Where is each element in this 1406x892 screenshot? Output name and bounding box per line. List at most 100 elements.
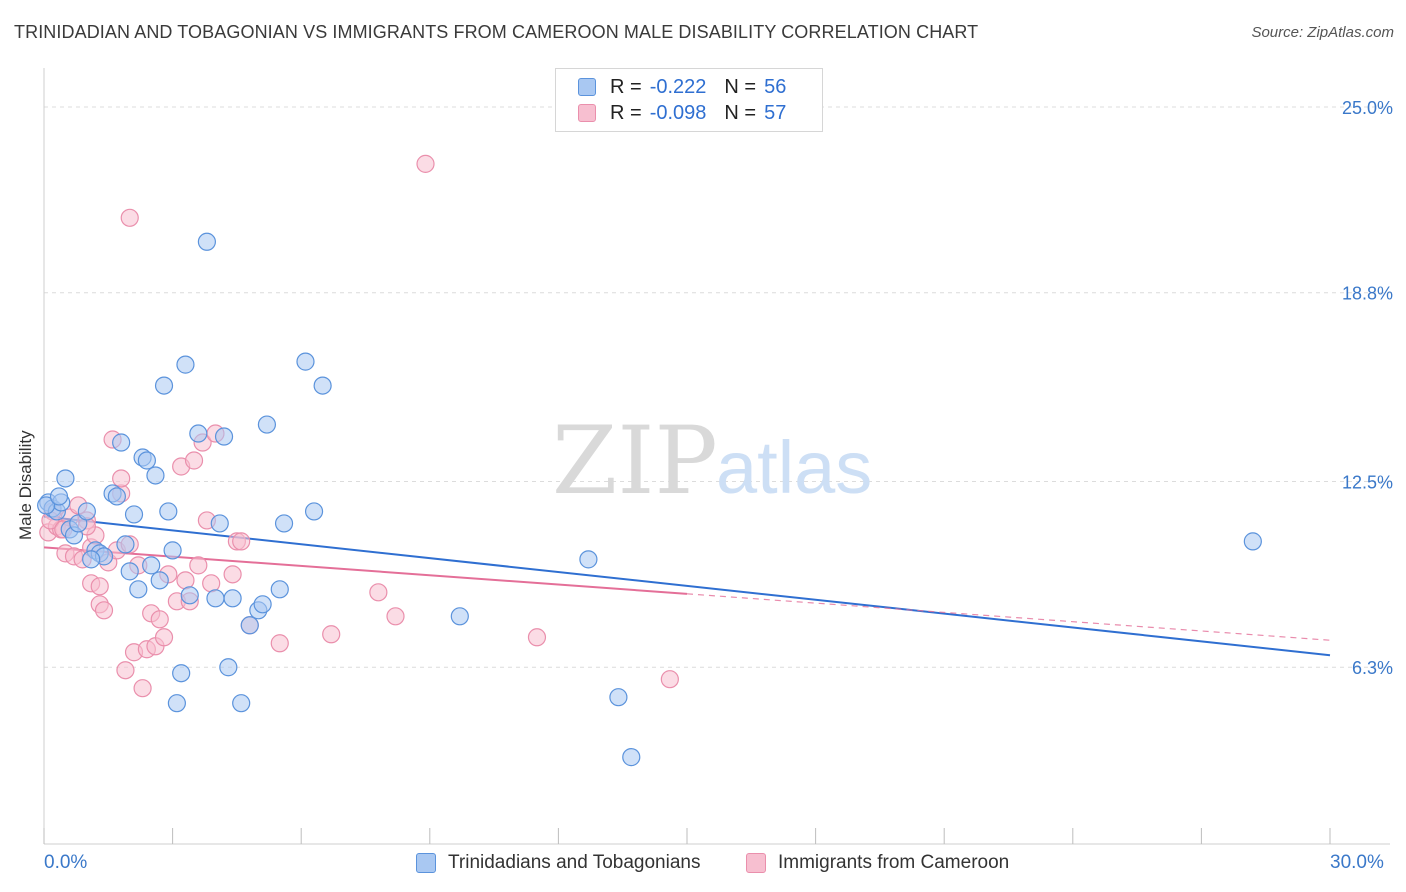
trend-lines [43,515,1331,657]
legend-swatch-blue [578,78,596,96]
legend-item-cameroon[interactable]: Immigrants from Cameroon [746,852,1009,874]
data-point-trinidadian [296,352,315,371]
axes [43,68,1390,845]
data-point-trinidadian [180,586,199,605]
data-point-trinidadian [257,415,277,434]
legend-label-trinidadians: Trinidadians and Tobagonians [448,852,701,873]
x-tick-label-min: 0.0% [44,852,88,873]
data-point-trinidadian [172,664,191,683]
data-point-trinidadian [129,580,148,599]
data-point-cameroon [416,154,435,173]
data-point-trinidadian [163,541,182,560]
legend-row-blue: R = -0.222 N = 56 [578,75,786,99]
data-point-trinidadian [150,571,169,590]
data-point-trinidadian [154,376,174,395]
data-point-cameroon [154,628,174,647]
data-point-trinidadian [49,487,69,506]
watermark: ZIP atlas [552,407,872,516]
data-point-trinidadian [176,355,195,374]
trend-line-pink-extension [686,593,1331,641]
data-point-trinidadian [622,748,641,767]
data-point-cameroon [150,610,169,629]
y-tick-labels: 6.3% 12.5% 18.8% 25.0% [1342,98,1393,678]
data-point-trinidadian [270,580,289,599]
data-point-trinidadian [167,694,186,713]
watermark-atlas: atlas [716,426,872,509]
data-point-trinidadian [77,502,96,521]
data-point-trinidadian [142,556,161,575]
data-point-cameroon [90,577,109,596]
data-point-cameroon [232,532,251,551]
data-point-trinidadian [210,514,229,533]
data-point-cameroon [94,601,114,620]
legend-r-label: R = [610,101,642,124]
data-point-cameroon [112,469,131,488]
legend-label-cameroon: Immigrants from Cameroon [778,852,1010,873]
data-point-trinidadian [82,550,101,569]
data-point-trinidadian [1243,532,1262,551]
legend-row-pink: R = -0.098 N = 57 [578,101,786,125]
chart-title: TRINIDADIAN AND TOBAGONIAN VS IMMIGRANTS… [14,22,979,42]
data-point-cameroon [270,634,289,653]
grid-lines [44,106,1392,668]
trend-line-pink [43,546,688,595]
data-point-trinidadian [159,502,178,521]
data-point-trinidadian [304,502,324,521]
data-point-cameroon [322,625,341,644]
legend-item-trinidadians[interactable]: Trinidadians and Tobagonians [416,852,700,874]
legend-n-value: 56 [764,75,787,98]
x-tick-label-max: 30.0% [1330,852,1384,873]
legend-n-value: 57 [764,101,787,124]
y-tick-label: 18.8% [1342,284,1393,304]
data-point-trinidadian [197,232,216,251]
data-point-trinidadian [116,535,135,554]
data-point-trinidadian [232,694,251,713]
data-point-trinidadian [56,469,75,488]
correlation-legend: R = -0.222 N = 56 R = -0.098 N = 57 [555,68,823,132]
data-point-trinidadian [313,376,332,395]
data-point-cameroon [120,208,139,227]
data-point-trinidadian [223,589,242,608]
legend-n-label: N = [724,75,757,98]
data-point-trinidadian [137,451,156,470]
data-point-trinidadian [206,589,225,608]
data-point-cameroon [202,574,221,593]
legend-r-label: R = [610,75,642,98]
data-point-trinidadian [124,505,144,524]
data-point-trinidadian [274,514,294,533]
data-point-trinidadian [120,562,139,581]
legend-swatch-pink [578,104,596,122]
data-point-trinidadian [146,466,165,485]
data-point-trinidadian [214,427,234,446]
data-point-trinidadian [240,616,259,635]
data-point-cameroon [184,451,204,470]
data-point-trinidadian [37,496,56,515]
data-point-cameroon [369,583,388,602]
watermark-zip: ZIP [552,407,718,516]
series-blue-points [37,232,1262,767]
y-tick-label: 25.0% [1342,98,1393,118]
series-legend: Trinidadians and Tobagonians Immigrants … [0,852,1406,878]
legend-swatch-pink [746,853,766,873]
data-point-trinidadian [112,433,131,452]
data-point-trinidadian [609,688,628,707]
data-point-cameroon [189,556,208,575]
data-point-cameroon [116,661,135,680]
trend-line-blue [43,515,1331,657]
y-tick-label: 6.3% [1352,658,1393,678]
legend-n-label: N = [724,101,757,124]
data-point-cameroon [386,607,405,626]
legend-r-value: -0.222 [649,75,707,98]
legend-r-value: -0.098 [649,101,707,124]
y-tick-label: 12.5% [1342,472,1393,492]
legend-swatch-blue [416,853,436,873]
data-point-trinidadian [189,424,208,443]
data-point-cameroon [223,565,242,584]
source-label: Source: ZipAtlas.com [1251,24,1394,41]
data-point-trinidadian [219,658,238,677]
data-point-trinidadian [107,487,126,506]
y-axis-title: Male Disability [16,430,35,540]
data-point-cameroon [176,571,195,590]
data-point-trinidadian [450,607,469,626]
